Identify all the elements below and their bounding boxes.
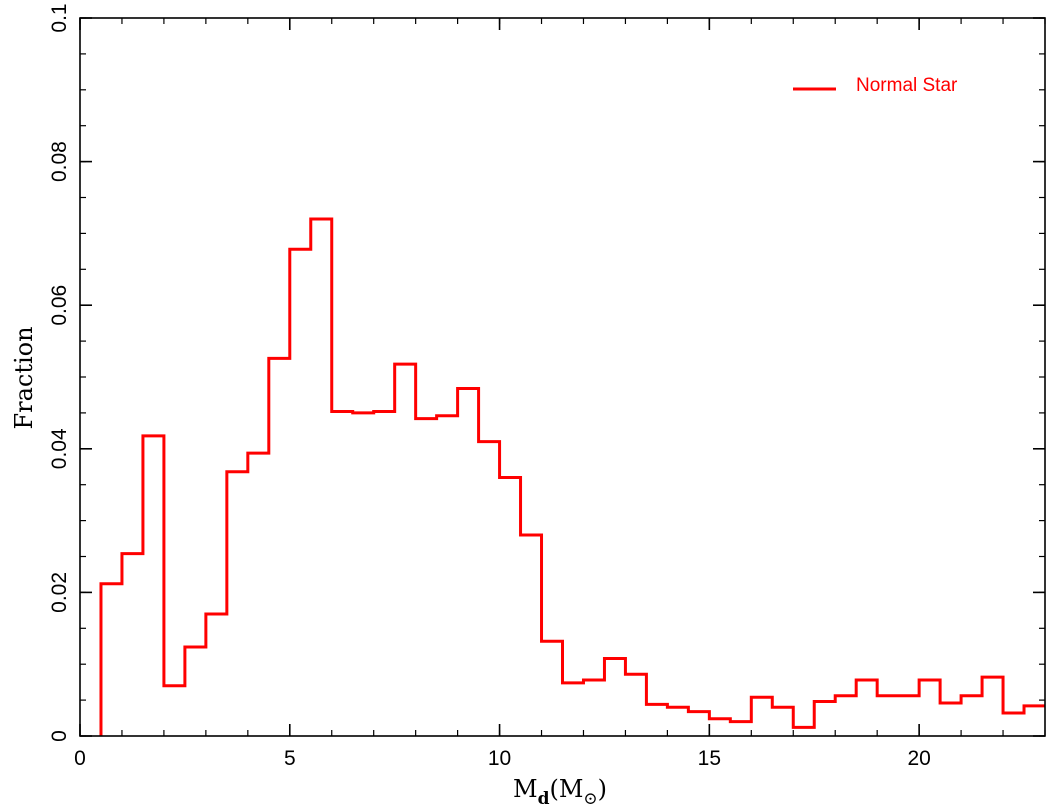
y-tick-label: 0.1 [48, 3, 71, 32]
histogram-bin [164, 686, 185, 736]
histogram-bin [479, 442, 500, 736]
x-tick-label: 0 [74, 747, 86, 770]
histogram-bin [709, 719, 730, 736]
y-tick-label: 0.04 [48, 428, 71, 469]
y-tick-label: 0.06 [48, 285, 71, 326]
x-tick-label: 20 [907, 747, 930, 770]
histogram-bin [730, 722, 751, 736]
x-tick-label: 10 [488, 747, 511, 770]
histogram-bin [688, 712, 709, 736]
histogram-bin [185, 647, 206, 736]
histogram-bin [856, 680, 877, 736]
histogram-bin [122, 554, 143, 736]
histogram-bin [521, 535, 542, 736]
histogram-bin [772, 707, 793, 736]
histogram-bin [290, 249, 311, 736]
histogram-bin [563, 683, 584, 736]
histogram-bin [1024, 706, 1045, 736]
histogram-bin [793, 727, 814, 736]
histogram-bin [374, 411, 395, 736]
histogram-bin [248, 453, 269, 736]
series-step-line [99, 217, 1045, 736]
histogram-bin [311, 219, 332, 736]
histogram-bin [646, 704, 667, 736]
histogram-bin [835, 696, 856, 736]
x-tick-label: 15 [698, 747, 721, 770]
y-tick-label: 0.02 [48, 572, 71, 613]
histogram-bin [416, 419, 437, 736]
y-tick-label: 0.08 [48, 141, 71, 182]
plot-frame [79, 17, 1046, 737]
histogram-bin [269, 358, 290, 736]
histogram-bin [751, 697, 772, 736]
histogram-bin [227, 472, 248, 736]
histogram-bin [143, 436, 164, 736]
histogram-bin [961, 696, 982, 736]
histogram-bin [814, 702, 835, 736]
x-axis-title: Md(M⊙) [513, 775, 607, 809]
histogram-bin [542, 641, 563, 736]
histogram-bin [877, 696, 898, 736]
y-axis-ticks: 0 0.02 0.04 0.06 0.08 0.1 [48, 3, 1045, 742]
histogram-bin [940, 703, 961, 736]
histogram-bin [101, 584, 122, 736]
histogram-bin [583, 680, 604, 736]
histogram-bin [982, 677, 1003, 736]
histogram-bin [395, 364, 416, 736]
histogram-bin [458, 388, 479, 736]
histogram-bin [206, 614, 227, 736]
histogram-bin [1003, 713, 1024, 736]
histogram-bin [604, 658, 625, 736]
histogram-bin [898, 696, 919, 736]
y-tick-label: 0 [48, 730, 71, 742]
legend: Normal Star [793, 75, 958, 96]
series-layer [99, 217, 1045, 736]
histogram-bin [332, 411, 353, 736]
histogram-bin [353, 413, 374, 736]
legend-label-normal-star: Normal Star [856, 75, 958, 96]
histogram-bin [625, 674, 646, 736]
histogram-bin [667, 707, 688, 736]
x-axis-ticks: 0 5 10 15 20 [74, 18, 1046, 770]
y-axis-title: Fraction [10, 326, 38, 429]
histogram-bin [919, 680, 940, 736]
histogram-bin [500, 478, 521, 736]
x-tick-label: 5 [284, 747, 296, 770]
histogram-bin [437, 416, 458, 736]
